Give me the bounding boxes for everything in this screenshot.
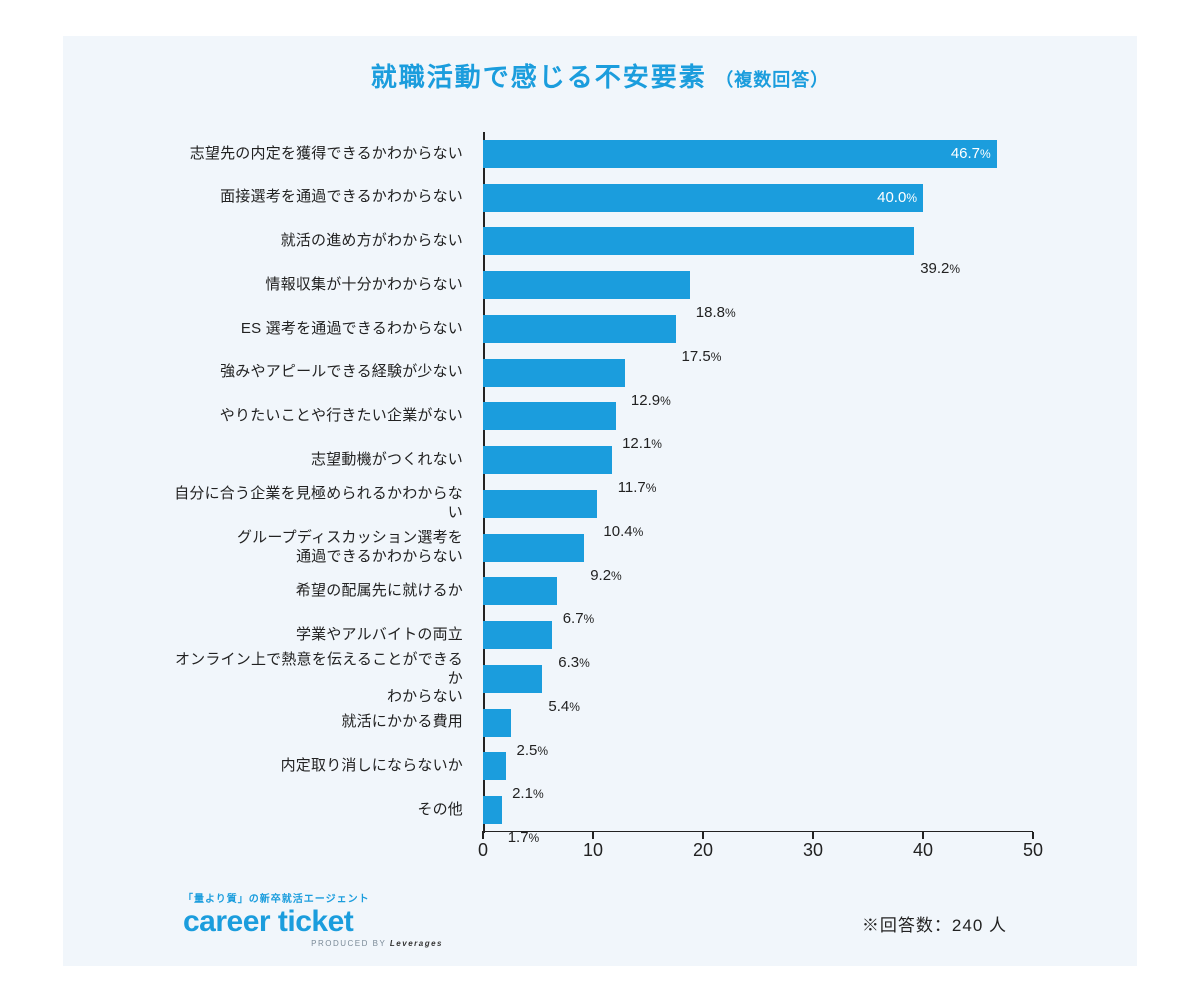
chart-row: やりたいことや行きたい企業がない 12.1%	[173, 395, 1033, 439]
chart-row: 内定取り消しにならないか 2.1%	[173, 745, 1033, 789]
x-tick	[812, 832, 814, 839]
row-label: 就活の進め方がわからない	[173, 232, 473, 251]
row-label: 強みやアピールできる経験が少ない	[173, 363, 473, 382]
chart-row: 面接選考を通過できるかわからない 40.0%	[173, 176, 1033, 220]
row-label: 志望先の内定を獲得できるかわからない	[173, 145, 473, 164]
row-label: 志望動機がつくれない	[173, 451, 473, 470]
row-label: ES 選考を通過できるわからない	[173, 320, 473, 339]
bar: 11.7%	[483, 446, 612, 474]
bar: 12.9%	[483, 359, 625, 387]
row-label: 面接選考を通過できるかわからない	[173, 188, 473, 207]
x-tick-label: 50	[1023, 840, 1043, 861]
row-label: 自分に合う企業を見極められるかわからない	[173, 485, 473, 523]
bar-value: 40.0%	[877, 184, 917, 212]
x-tick	[702, 832, 704, 839]
x-tick	[1032, 832, 1034, 839]
bar: 9.2%	[483, 534, 584, 562]
bar-value: 1.7%	[508, 824, 540, 852]
row-label: やりたいことや行きたい企業がない	[173, 407, 473, 426]
row-label: オンライン上で熱意を伝えることができるかわからない	[173, 651, 473, 707]
chart-row: 就活の進め方がわからない 39.2%	[173, 220, 1033, 264]
chart-panel: 就職活動で感じる不安要素 （複数回答） 0 10 20 30 40 50 志望先の内定を獲得…	[63, 36, 1137, 966]
bar: 2.1%	[483, 752, 506, 780]
bar: 39.2%	[483, 227, 914, 255]
x-tick	[922, 832, 924, 839]
x-tick	[592, 832, 594, 839]
bar: 18.8%	[483, 271, 690, 299]
bar: 40.0%	[483, 184, 923, 212]
row-label: グループディスカッション選考を通過できるかわからない	[173, 529, 473, 567]
bar: 10.4%	[483, 490, 597, 518]
bar: 12.1%	[483, 402, 616, 430]
logo-brand: career ticket	[183, 907, 483, 937]
x-tick-label: 40	[913, 840, 933, 861]
x-tick-label: 10	[583, 840, 603, 861]
row-label: 情報収集が十分かわからない	[173, 276, 473, 295]
bar-value: 46.7%	[951, 140, 991, 168]
bar: 2.5%	[483, 709, 511, 737]
row-label: 学業やアルバイトの両立	[173, 626, 473, 645]
bar: 17.5%	[483, 315, 676, 343]
x-tick-label: 0	[478, 840, 488, 861]
row-label: 内定取り消しにならないか	[173, 757, 473, 776]
chart-row: 就活にかかる費用 2.5%	[173, 701, 1033, 745]
logo-producer: PRODUCED BY Leverages	[183, 939, 483, 948]
bar-chart: 01020304050志望先の内定を獲得できるかわからない46.7%面接選考を通…	[173, 132, 1033, 872]
chart-row: 自分に合う企業を見極められるかわからない 10.4%	[173, 482, 1033, 526]
bar: 6.3%	[483, 621, 552, 649]
chart-row: 志望動機がつくれない 11.7%	[173, 438, 1033, 482]
row-label: その他	[173, 801, 473, 820]
bar: 1.7%	[483, 796, 502, 824]
row-label: 就活にかかる費用	[173, 713, 473, 732]
chart-row: 情報収集が十分かわからない 18.8%	[173, 263, 1033, 307]
chart-row: ES 選考を通過できるわからない 17.5%	[173, 307, 1033, 351]
chart-row: グループディスカッション選考を通過できるかわからない 9.2%	[173, 526, 1033, 570]
chart-row: 希望の配属先に就けるか 6.7%	[173, 570, 1033, 614]
respondent-note: ※回答数：240 人	[862, 911, 1007, 936]
chart-row: 志望先の内定を獲得できるかわからない 46.7%	[173, 132, 1033, 176]
chart-subtitle: （複数回答）	[715, 70, 829, 90]
chart-row: その他 1.7%	[173, 788, 1033, 832]
bar: 6.7%	[483, 577, 557, 605]
x-tick	[482, 832, 484, 839]
x-tick-label: 20	[693, 840, 713, 861]
logo-tagline: 「量より質」の新卒就活エージェント	[183, 890, 483, 905]
title-wrap: 就職活動で感じる不安要素 （複数回答）	[63, 36, 1137, 90]
chart-title: 就職活動で感じる不安要素	[371, 62, 707, 92]
bar: 5.4%	[483, 665, 542, 693]
x-tick-label: 30	[803, 840, 823, 861]
bar: 46.7%	[483, 140, 997, 168]
chart-row: オンライン上で熱意を伝えることができるかわからない5.4%	[173, 657, 1033, 701]
brand-logo: 「量より質」の新卒就活エージェント career ticket PRODUCED…	[183, 890, 483, 948]
chart-row: 強みやアピールできる経験が少ない 12.9%	[173, 351, 1033, 395]
row-label: 希望の配属先に就けるか	[173, 582, 473, 601]
